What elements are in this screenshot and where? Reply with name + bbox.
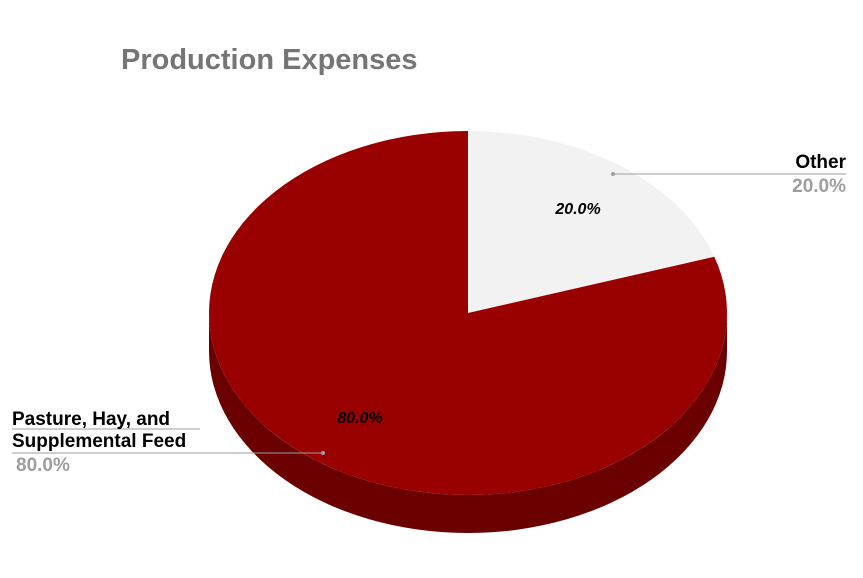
callout-pct-pasture: 80.0% xyxy=(16,455,70,476)
leader-dot-other xyxy=(611,172,615,176)
slice-1[interactable] xyxy=(208,131,728,495)
callout-name-pasture-line1: Pasture, Hay, and xyxy=(12,409,170,430)
pie-depth xyxy=(209,313,727,533)
leader-dot-pasture xyxy=(321,451,325,455)
slice-value-label-1: 80.0% xyxy=(337,410,382,427)
callout-name-other: Other xyxy=(795,152,846,173)
slice-value-label-0: 20.0% xyxy=(554,201,600,218)
slice-labels: 20.0% 80.0% xyxy=(337,201,600,427)
callout-name-pasture-line2: Supplemental Feed xyxy=(12,431,186,452)
chart-title: Production Expenses xyxy=(121,44,418,76)
pie-slices xyxy=(208,131,728,495)
slice-0[interactable] xyxy=(468,131,715,313)
slice-side-1 xyxy=(209,313,727,533)
callout-pct-other: 20.0% xyxy=(792,176,846,197)
callout-labels: Other 20.0% Pasture, Hay, andSupplemental … xyxy=(12,152,847,476)
